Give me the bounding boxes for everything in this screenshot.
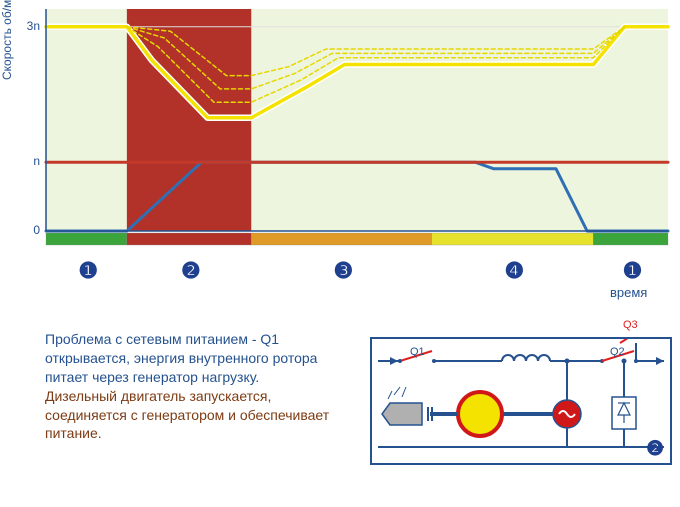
- description-part2: Дизельный двигатель запускается, соединя…: [45, 388, 329, 442]
- description-part1: Проблема с сетевым питанием - Q1 открыва…: [45, 331, 317, 385]
- x-axis-label: время: [610, 285, 647, 300]
- q3-label: Q3: [623, 319, 638, 331]
- circuit-diagram: Q1 Q2 ❷: [370, 337, 672, 465]
- phase-marker: ❹: [505, 258, 525, 284]
- phase-marker: ❶: [623, 258, 643, 284]
- q1-label: Q1: [410, 346, 425, 358]
- phase-description: Проблема с сетевым питанием - Q1 открыва…: [45, 330, 335, 443]
- q2-label: Q2: [610, 346, 625, 358]
- y-axis-label: Скорость об/мин: [0, 0, 14, 80]
- phase-marker: ❶: [78, 258, 98, 284]
- speed-vs-time-chart: [42, 5, 672, 247]
- y-tick-label: n: [22, 154, 40, 168]
- circuit-phase-marker: ❷: [646, 436, 664, 461]
- phase-marker: ❸: [333, 258, 353, 284]
- y-tick-label: 0: [22, 223, 40, 237]
- y-tick-label: 3n: [22, 19, 40, 33]
- phase-marker: ❷: [181, 258, 201, 284]
